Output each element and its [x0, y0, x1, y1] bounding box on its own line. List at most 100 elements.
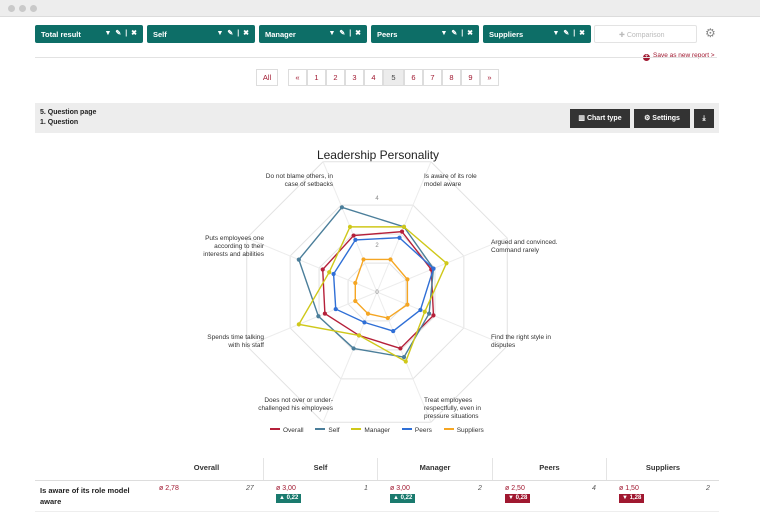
- series-point-manager: [401, 224, 407, 229]
- download-button[interactable]: ⤓: [694, 109, 714, 128]
- series-point-manager: [327, 270, 332, 275]
- pagination-prev[interactable]: «: [288, 69, 307, 86]
- series-point-self: [351, 346, 356, 351]
- table-header-peers: Peers: [492, 458, 606, 480]
- cell-delta-peers: ▼ 0,28: [505, 494, 531, 503]
- series-point-self: [431, 266, 436, 271]
- series-point-overall: [320, 267, 325, 272]
- cell-avg-manager: ø 3,00: [390, 485, 410, 492]
- filter-chip-label: Total result: [41, 30, 81, 39]
- series-point-overall: [399, 229, 405, 234]
- question-page-label: 5. Question page: [40, 109, 97, 116]
- series-point-manager: [296, 322, 301, 327]
- window-dot-minimize[interactable]: [19, 5, 26, 12]
- filter-chip-manager[interactable]: Manager ▼ ✎ | ✖: [259, 25, 367, 43]
- chart-type-label: Chart type: [586, 115, 622, 122]
- filter-chip-self[interactable]: Self ▼ ✎ | ✖: [147, 25, 255, 43]
- filter-chip-controls[interactable]: ▼ ✎ | ✖: [328, 30, 362, 37]
- filter-chip-peers[interactable]: Peers ▼ ✎ | ✖: [371, 25, 479, 43]
- legend-item-self[interactable]: Self: [315, 427, 340, 434]
- pagination-page-3[interactable]: 3: [345, 69, 364, 86]
- cell-count-suppliers: 2: [706, 485, 710, 492]
- grid-spoke: [376, 291, 508, 347]
- series-point-overall: [431, 313, 436, 318]
- settings-button[interactable]: ⚙ Settings: [634, 109, 690, 128]
- axis-label-0: Is aware of its role model aware: [424, 173, 477, 188]
- pagination-page-1[interactable]: 1: [307, 69, 326, 86]
- window-dot-close[interactable]: [8, 5, 15, 12]
- axis-label-3: Treat employees respectfully, even in pr…: [424, 397, 481, 420]
- axis-label-5: Spends time talking with his staff: [207, 334, 264, 349]
- series-point-overall: [398, 346, 403, 351]
- settings-label: Settings: [652, 115, 680, 122]
- series-point-overall: [322, 311, 327, 316]
- series-point-manager: [356, 333, 362, 338]
- chart-legend: Overall Self Manager Peers Suppliers: [270, 427, 494, 434]
- series-line-manager: [297, 226, 448, 363]
- pagination-page-5[interactable]: 5: [383, 69, 404, 86]
- series-line-peers: [332, 237, 435, 332]
- filter-chip-controls[interactable]: ▼ ✎ | ✖: [104, 30, 138, 37]
- cell-avg-self: ø 3,00: [276, 485, 296, 492]
- pagination-page-9[interactable]: 9: [461, 69, 480, 86]
- comparison-input[interactable]: ✚ Comparison: [594, 25, 697, 43]
- series-point-self: [339, 205, 345, 210]
- legend-item-suppliers[interactable]: Suppliers: [443, 427, 484, 434]
- series-point-suppliers: [405, 277, 410, 282]
- chart-title: Leadership Personality: [316, 148, 440, 162]
- gear-icon[interactable]: ⚙: [705, 26, 716, 40]
- axis-label-7: Do not blame others, in case of setbacks: [265, 173, 333, 188]
- window-titlebar: [0, 0, 760, 17]
- series-point-suppliers: [385, 315, 390, 321]
- legend-item-peers[interactable]: Peers: [401, 427, 432, 434]
- comparison-placeholder: ✚ Comparison: [619, 32, 665, 39]
- cell-count-overall: 27: [246, 485, 254, 492]
- axis-label-4: Does not over or under-challenged his em…: [258, 397, 333, 412]
- filter-chip-controls[interactable]: ▼ ✎ | ✖: [216, 30, 250, 37]
- pagination-next[interactable]: »: [480, 69, 499, 86]
- series-point-peers: [331, 271, 336, 277]
- pagination-page-6[interactable]: 6: [404, 69, 423, 86]
- pagination-page-7[interactable]: 7: [423, 69, 442, 86]
- save-report-label: Save as new report >: [653, 52, 715, 59]
- pagination-page-4[interactable]: 4: [364, 69, 383, 86]
- series-line-overall: [322, 230, 435, 350]
- axis-label-2: Find the right style in disputes: [491, 334, 551, 349]
- series-point-self: [401, 355, 407, 360]
- table-header-overall: Overall: [193, 463, 220, 472]
- series-point-self: [296, 257, 301, 262]
- table-row-label: Is aware of its role model aware: [40, 486, 130, 506]
- legend-item-manager[interactable]: Manager: [351, 427, 390, 434]
- filter-chip-controls[interactable]: ▼ ✎ | ✖: [552, 30, 586, 37]
- grid-ring: [246, 161, 508, 423]
- filter-chip-total[interactable]: Total result ▼ ✎ | ✖: [35, 25, 143, 43]
- series-point-peers: [397, 235, 402, 240]
- series-point-suppliers: [365, 311, 371, 316]
- filter-chip-label: Manager: [265, 30, 296, 39]
- grid-ring: [347, 262, 407, 322]
- table-header-manager: Manager: [377, 458, 492, 480]
- scale-label: 4: [375, 196, 379, 202]
- chart-type-button[interactable]: ▥ Chart type: [570, 109, 630, 128]
- series-point-suppliers: [361, 257, 366, 262]
- filter-chip-label: Suppliers: [489, 30, 524, 39]
- series-point-overall: [351, 233, 356, 238]
- cell-count-peers: 4: [592, 485, 596, 492]
- table-header-self: Self: [263, 458, 377, 480]
- series-point-manager: [347, 224, 353, 229]
- filter-chip-controls[interactable]: ▼ ✎ | ✖: [440, 30, 474, 37]
- filter-chip-suppliers[interactable]: Suppliers ▼ ✎ | ✖: [483, 25, 591, 43]
- grid-spoke: [246, 237, 378, 293]
- series-point-peers: [431, 266, 436, 271]
- question-header: 5. Question page 1. Question ▥ Chart typ…: [35, 103, 719, 133]
- pagination-page-8[interactable]: 8: [442, 69, 461, 86]
- scale-label: 2: [375, 243, 379, 249]
- pagination-page-2[interactable]: 2: [326, 69, 345, 86]
- table-divider: [35, 480, 719, 481]
- pagination-all[interactable]: All: [256, 69, 278, 86]
- series-point-self: [401, 224, 407, 229]
- legend-item-overall[interactable]: Overall: [270, 427, 304, 434]
- series-point-peers: [391, 328, 396, 334]
- window-dot-zoom[interactable]: [30, 5, 37, 12]
